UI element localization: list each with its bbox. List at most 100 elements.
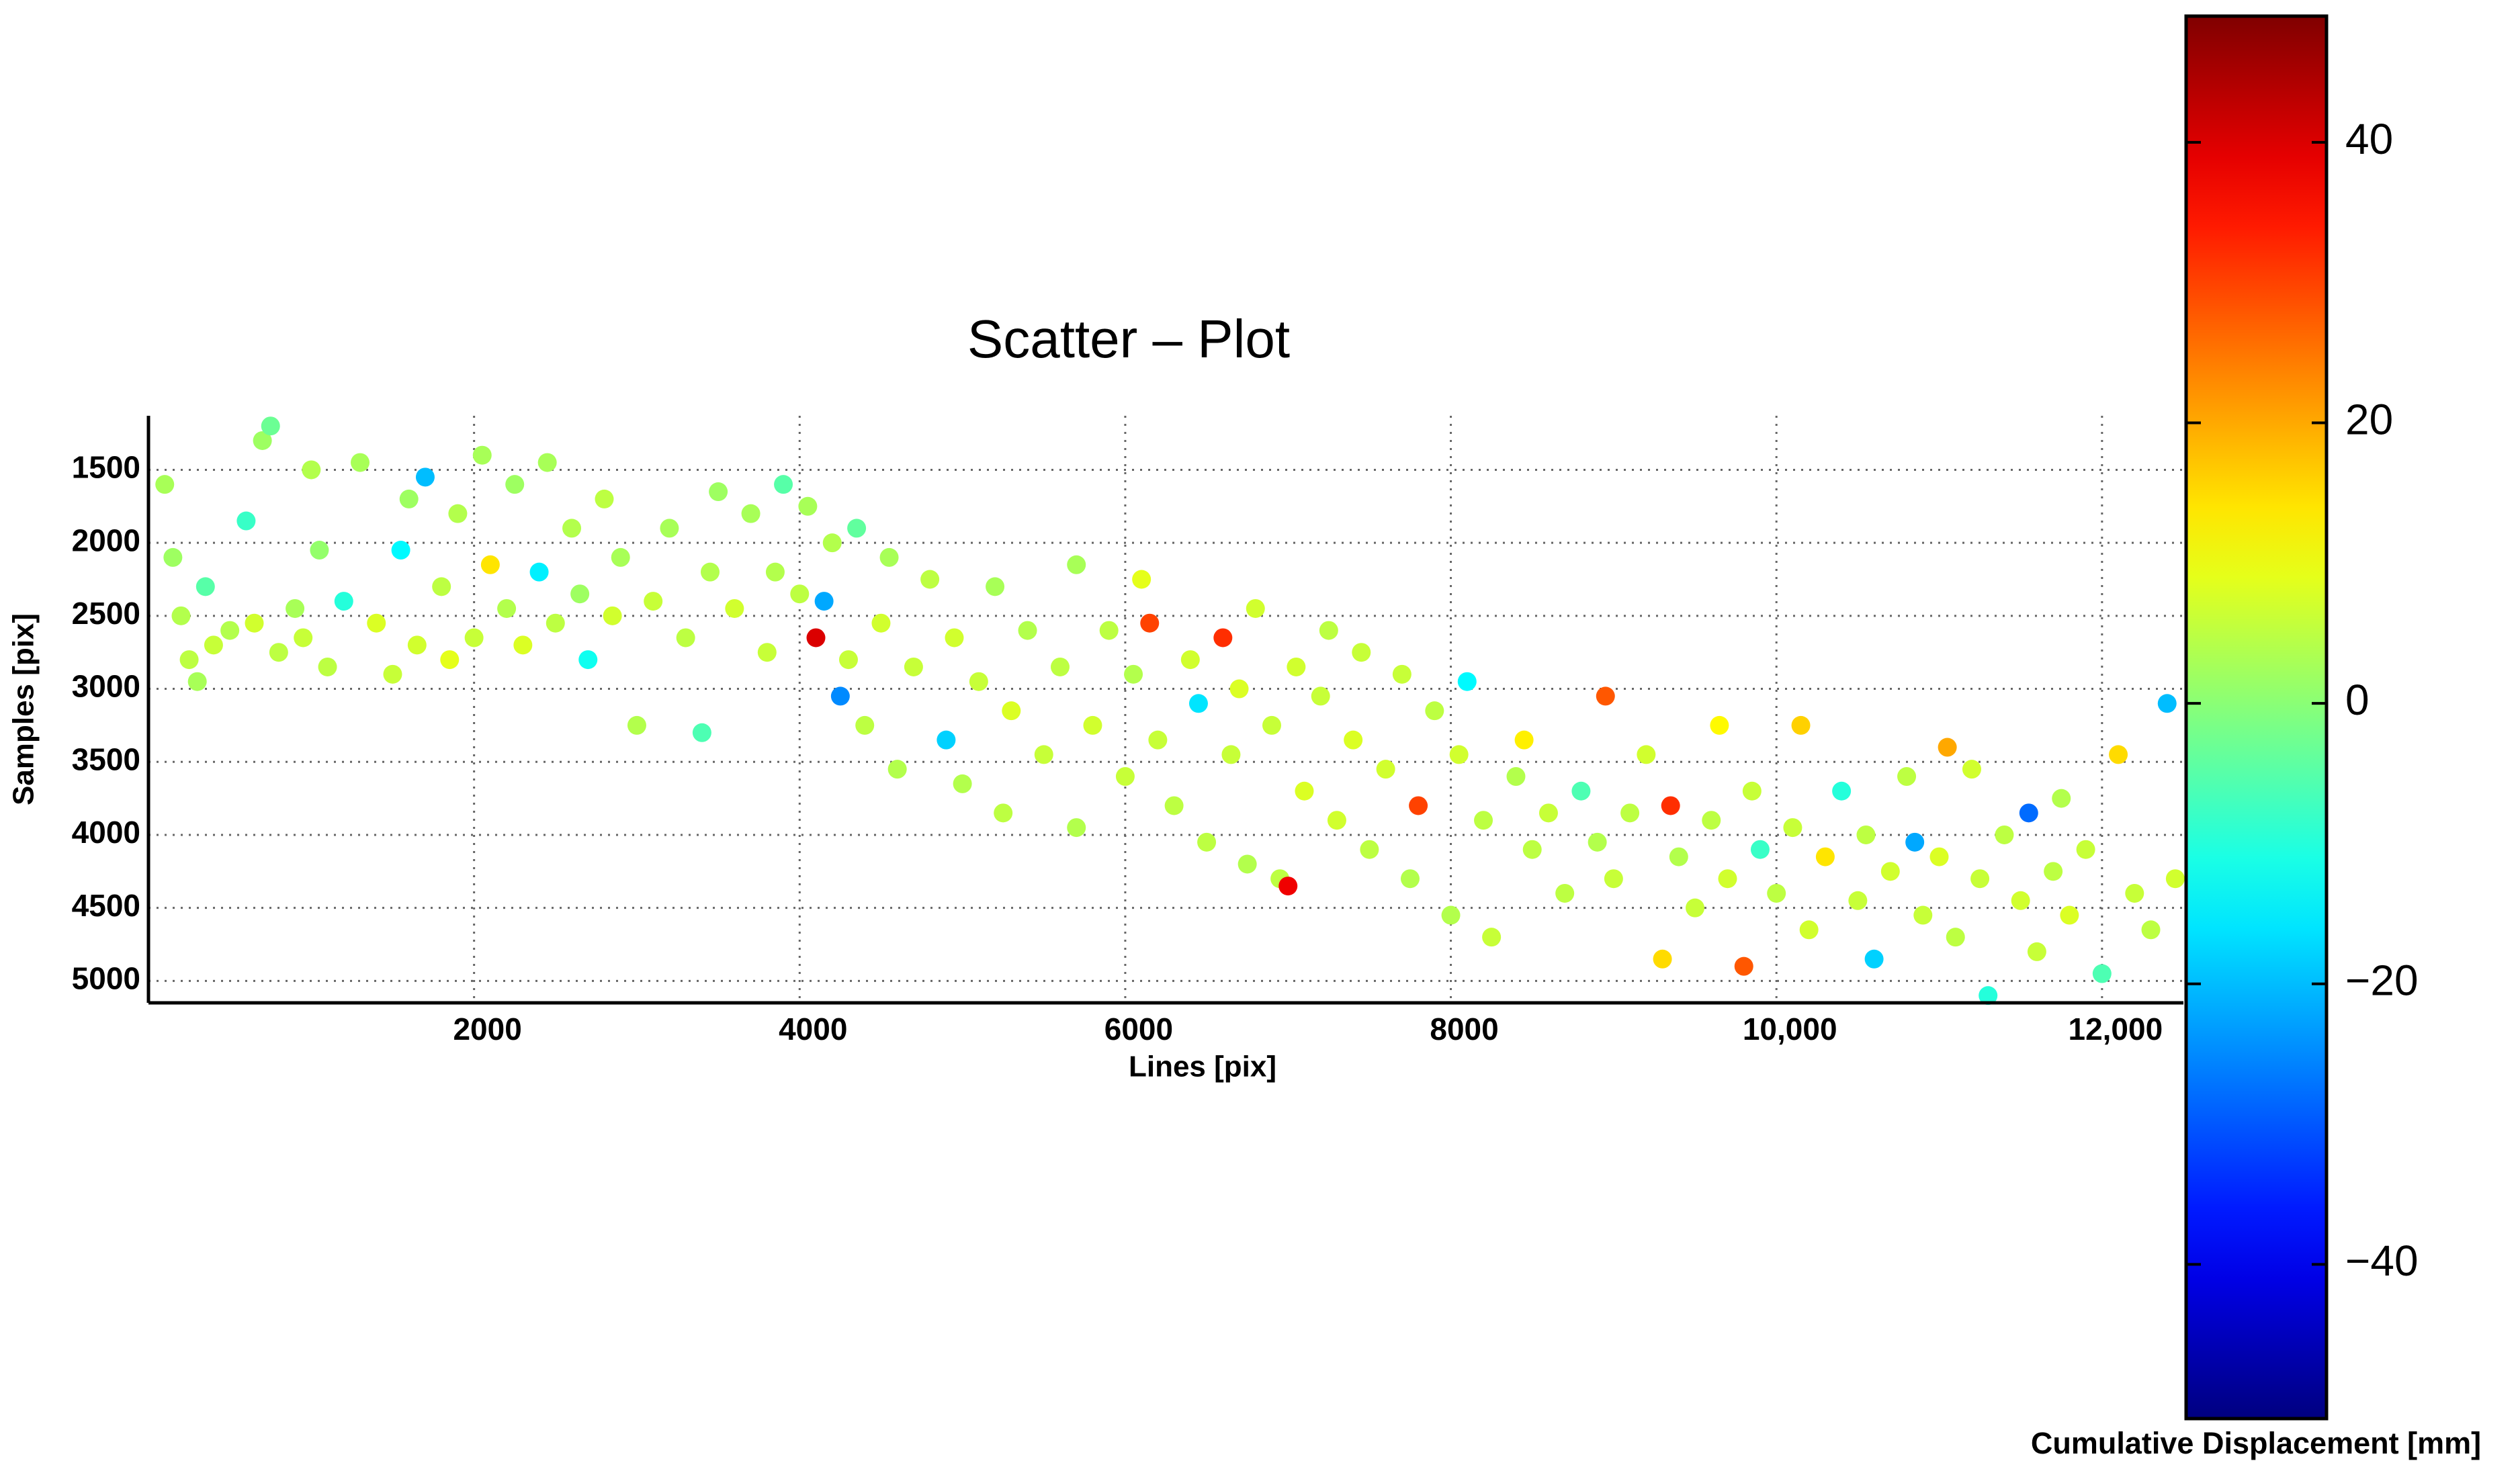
- point: [1180, 650, 1200, 670]
- point: [1962, 760, 1981, 779]
- point: [294, 628, 313, 648]
- point: [692, 723, 711, 742]
- point: [1815, 847, 1835, 866]
- point: [546, 613, 565, 633]
- point: [1913, 905, 1933, 925]
- point: [236, 511, 256, 531]
- point: [879, 547, 899, 567]
- point: [399, 489, 419, 508]
- point: [383, 664, 402, 684]
- point: [334, 592, 353, 611]
- point: [1311, 686, 1330, 706]
- point: [1522, 840, 1542, 859]
- point: [1905, 832, 1925, 852]
- point: [1734, 956, 1753, 976]
- point: [2019, 803, 2038, 823]
- point: [2060, 905, 2079, 925]
- point: [1832, 781, 1852, 801]
- point: [830, 686, 850, 706]
- point: [1856, 825, 1876, 844]
- point: [904, 657, 923, 676]
- y-tick-label: 1500: [72, 450, 140, 485]
- point: [391, 541, 410, 560]
- point: [1718, 869, 1737, 889]
- point: [709, 482, 728, 502]
- point: [887, 760, 907, 779]
- point: [513, 635, 533, 655]
- colorbar-tick-label: −40: [2345, 1237, 2419, 1285]
- colorbar-tick-label: 0: [2345, 676, 2370, 724]
- point: [472, 445, 492, 465]
- point: [432, 577, 451, 596]
- point: [1457, 672, 1477, 691]
- point: [701, 562, 720, 582]
- point: [286, 598, 305, 618]
- point: [725, 598, 744, 618]
- point: [1979, 986, 1998, 1006]
- x-tick-label: 8000: [1430, 1012, 1498, 1046]
- point: [644, 592, 663, 611]
- point: [562, 519, 582, 538]
- point: [1327, 811, 1346, 830]
- point: [1197, 832, 1217, 852]
- colorbar-tick-label: −20: [2345, 956, 2419, 1005]
- point: [2092, 964, 2112, 983]
- point: [871, 613, 891, 633]
- point: [1661, 796, 1680, 815]
- point: [245, 613, 264, 633]
- point: [1702, 811, 1721, 830]
- y-axis-label: Samples [pix]: [7, 613, 40, 805]
- point: [847, 519, 867, 538]
- point: [155, 475, 175, 494]
- point: [1637, 745, 1656, 764]
- point: [578, 650, 598, 670]
- point: [1148, 730, 1168, 750]
- point: [1970, 869, 1990, 889]
- point: [1425, 701, 1444, 721]
- point: [163, 547, 183, 567]
- point: [790, 584, 810, 604]
- point: [570, 584, 590, 604]
- point: [806, 628, 826, 648]
- point: [1140, 613, 1160, 633]
- point: [415, 467, 435, 487]
- point: [1319, 621, 1338, 640]
- point: [269, 643, 288, 662]
- point: [1213, 628, 1233, 648]
- point: [937, 730, 956, 750]
- y-tick-label: 5000: [72, 961, 140, 996]
- point: [1474, 811, 1493, 830]
- point: [480, 555, 500, 574]
- y-tick-label: 3500: [72, 742, 140, 776]
- point: [253, 431, 272, 450]
- point: [1710, 715, 1729, 735]
- point: [774, 475, 793, 494]
- point: [1604, 869, 1623, 889]
- point: [1783, 818, 1802, 838]
- points: [155, 416, 2185, 1006]
- point: [1620, 803, 1640, 823]
- point: [798, 496, 818, 516]
- point: [676, 628, 695, 648]
- point: [611, 547, 630, 567]
- point: [497, 598, 517, 618]
- point: [1124, 664, 1143, 684]
- point: [969, 672, 988, 691]
- point: [660, 519, 679, 538]
- point: [1791, 715, 1811, 735]
- point: [464, 628, 484, 648]
- point: [1188, 694, 1208, 713]
- point: [1067, 555, 1086, 574]
- point: [603, 606, 622, 625]
- point: [2044, 862, 2063, 881]
- point: [220, 621, 240, 640]
- point: [986, 577, 1005, 596]
- point: [1287, 657, 1306, 676]
- point: [1050, 657, 1070, 676]
- point: [1596, 686, 1615, 706]
- point: [2157, 694, 2177, 713]
- point: [627, 715, 646, 735]
- point: [1400, 869, 1420, 889]
